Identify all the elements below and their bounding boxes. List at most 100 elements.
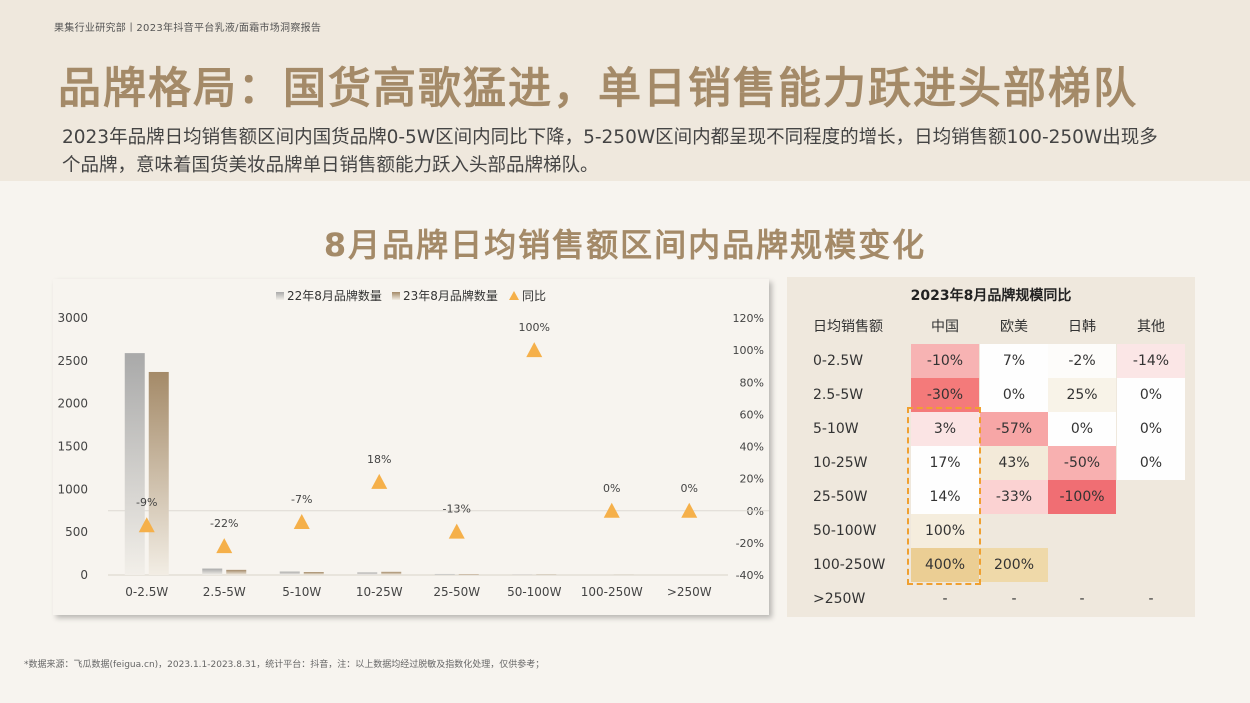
right-axis-tick: 120% [733, 312, 764, 325]
table-cell: -33% [980, 480, 1048, 514]
bar-23-10-25W [381, 571, 402, 575]
table-row-label: 2.5-5W [813, 387, 864, 403]
table-cell: 3% [911, 412, 979, 446]
bar-22-0-2.5W [124, 353, 145, 575]
yoy-data-label: 0% [681, 482, 698, 495]
left-axis-tick: 0 [80, 568, 88, 582]
bar-22-25-50W [434, 573, 455, 575]
legend-label-yoy: 同比 [522, 289, 546, 303]
legend-swatch-23 [392, 292, 400, 300]
table-cell: -10% [911, 344, 979, 378]
table-cell: 0% [1117, 378, 1185, 412]
table-cell: 7% [980, 344, 1048, 378]
footnote: *数据来源：飞瓜数据(feigua.cn)，2023.1.1-2023.8.31… [24, 660, 545, 670]
table-cell: - [1079, 591, 1085, 607]
table-row-label: 100-250W [813, 557, 886, 573]
x-axis-tick: 25-50W [433, 585, 480, 599]
table-cell [980, 514, 1048, 548]
table-cell: -57% [980, 412, 1048, 446]
table-cell: -100% [1048, 480, 1116, 514]
yoy-triangle-marker [138, 517, 155, 533]
table-cell: - [1148, 591, 1154, 607]
yoy-triangle-marker [681, 502, 698, 518]
china-highlight-box [907, 407, 981, 585]
table-cell: 100% [911, 514, 979, 548]
table-header-range: 日均销售额 [813, 319, 883, 335]
table-cell: -30% [911, 378, 979, 412]
table-row-label: 50-100W [813, 523, 877, 539]
table-cell: 0% [1117, 412, 1185, 446]
legend-marker-yoy [509, 291, 519, 300]
bar-22-10-25W [357, 572, 378, 575]
yoy-triangle-marker [448, 523, 465, 539]
legend-label-22: 22年8月品牌数量 [287, 288, 382, 303]
table-cell: 0% [980, 378, 1048, 412]
x-axis-tick: 50-100W [507, 585, 562, 599]
table-header-cell: 日韩 [1068, 319, 1096, 335]
yoy-triangle-marker [526, 342, 543, 358]
header-band [0, 0, 1250, 181]
table-row-label: 5-10W [813, 421, 859, 437]
combo-chart: 0 500 1000 1500 2000 2500 3000 -40% -20% 0% 20% 40%… [57, 288, 769, 599]
left-axis-tick: 3000 [57, 311, 88, 325]
table-header-cell: 中国 [931, 319, 959, 335]
right-axis-tick: 100% [733, 344, 764, 357]
report-source-line: 果集行业研究部丨2023年抖音平台乳液/面霜市场洞察报告 [54, 23, 322, 34]
left-axis-tick: 2500 [57, 354, 88, 368]
table-cell: -50% [1048, 446, 1116, 480]
yoy-data-label: -7% [291, 493, 312, 506]
yoy-data-label: 100% [519, 321, 550, 334]
x-axis-tick: >250W [667, 585, 712, 599]
x-axis-tick: 100-250W [581, 585, 643, 599]
bar-23-2.5-5W [226, 569, 247, 575]
section-title: 8月品牌日均销售额区间内品牌规模变化 [323, 226, 927, 264]
table-cell: - [942, 591, 948, 607]
combo-chart-card: 0 500 1000 1500 2000 2500 3000 -40% -20% 0% 20% 40%… [53, 279, 769, 615]
table-cell: 25% [1048, 378, 1116, 412]
left-axis-tick: 1000 [57, 482, 88, 496]
table-cell [1117, 480, 1185, 514]
right-axis-tick: 60% [740, 408, 764, 421]
table-cell [1048, 514, 1116, 548]
table-title: 2023年8月品牌规模同比 [910, 288, 1072, 304]
yoy-triangle-marker [371, 473, 388, 489]
table-row-label: 25-50W [813, 489, 868, 505]
page-subtitle: 2023年品牌日均销售额区间内国货品牌0-5W区间内同比下降，5-250W区间内… [62, 127, 1158, 176]
table-row-label: 0-2.5W [813, 353, 864, 369]
table-cell: 400% [911, 548, 979, 582]
table-cell [1117, 548, 1185, 582]
x-axis-tick: 5-10W [282, 585, 321, 599]
yoy-triangle-marker [603, 502, 620, 518]
x-axis-tick: 2.5-5W [203, 585, 246, 599]
table-cell: 200% [980, 548, 1048, 582]
right-axis-tick: -20% [736, 537, 764, 550]
page-title: 品牌格局：国货高歌猛进，单日销售能力跃进头部梯队 [58, 64, 1138, 114]
yoy-data-label: -13% [443, 503, 471, 516]
table-cell: 43% [980, 446, 1048, 480]
table-cell: 17% [911, 446, 979, 480]
table-row-label: 10-25W [813, 455, 868, 471]
table-cell [1117, 514, 1185, 548]
left-axis-tick: 1500 [57, 440, 88, 454]
table-cell: 0% [1048, 412, 1116, 446]
bar-22-2.5-5W [202, 568, 223, 575]
x-axis-tick: 10-25W [356, 585, 403, 599]
table-cell: - [1011, 591, 1017, 607]
left-axis-tick: 2000 [57, 397, 88, 411]
yoy-data-label: -22% [210, 517, 238, 530]
bar-22-5-10W [279, 571, 300, 575]
bar-23-5-10W [303, 572, 324, 575]
legend-label-23: 23年8月品牌数量 [403, 288, 498, 303]
right-axis-tick: 40% [740, 441, 764, 454]
yoy-data-label: -9% [136, 496, 157, 509]
table-cell: -14% [1117, 344, 1185, 378]
table-row-label: >250W [813, 591, 866, 607]
yoy-triangle-marker [293, 513, 310, 529]
table-cell: -2% [1048, 344, 1116, 378]
table-cell [1048, 548, 1116, 582]
right-axis-tick: 20% [740, 473, 764, 486]
right-axis-tick: -40% [736, 569, 764, 582]
table-header-cell: 欧美 [1000, 319, 1028, 335]
table-cell: 0% [1117, 446, 1185, 480]
table-header-cell: 其他 [1137, 319, 1165, 335]
